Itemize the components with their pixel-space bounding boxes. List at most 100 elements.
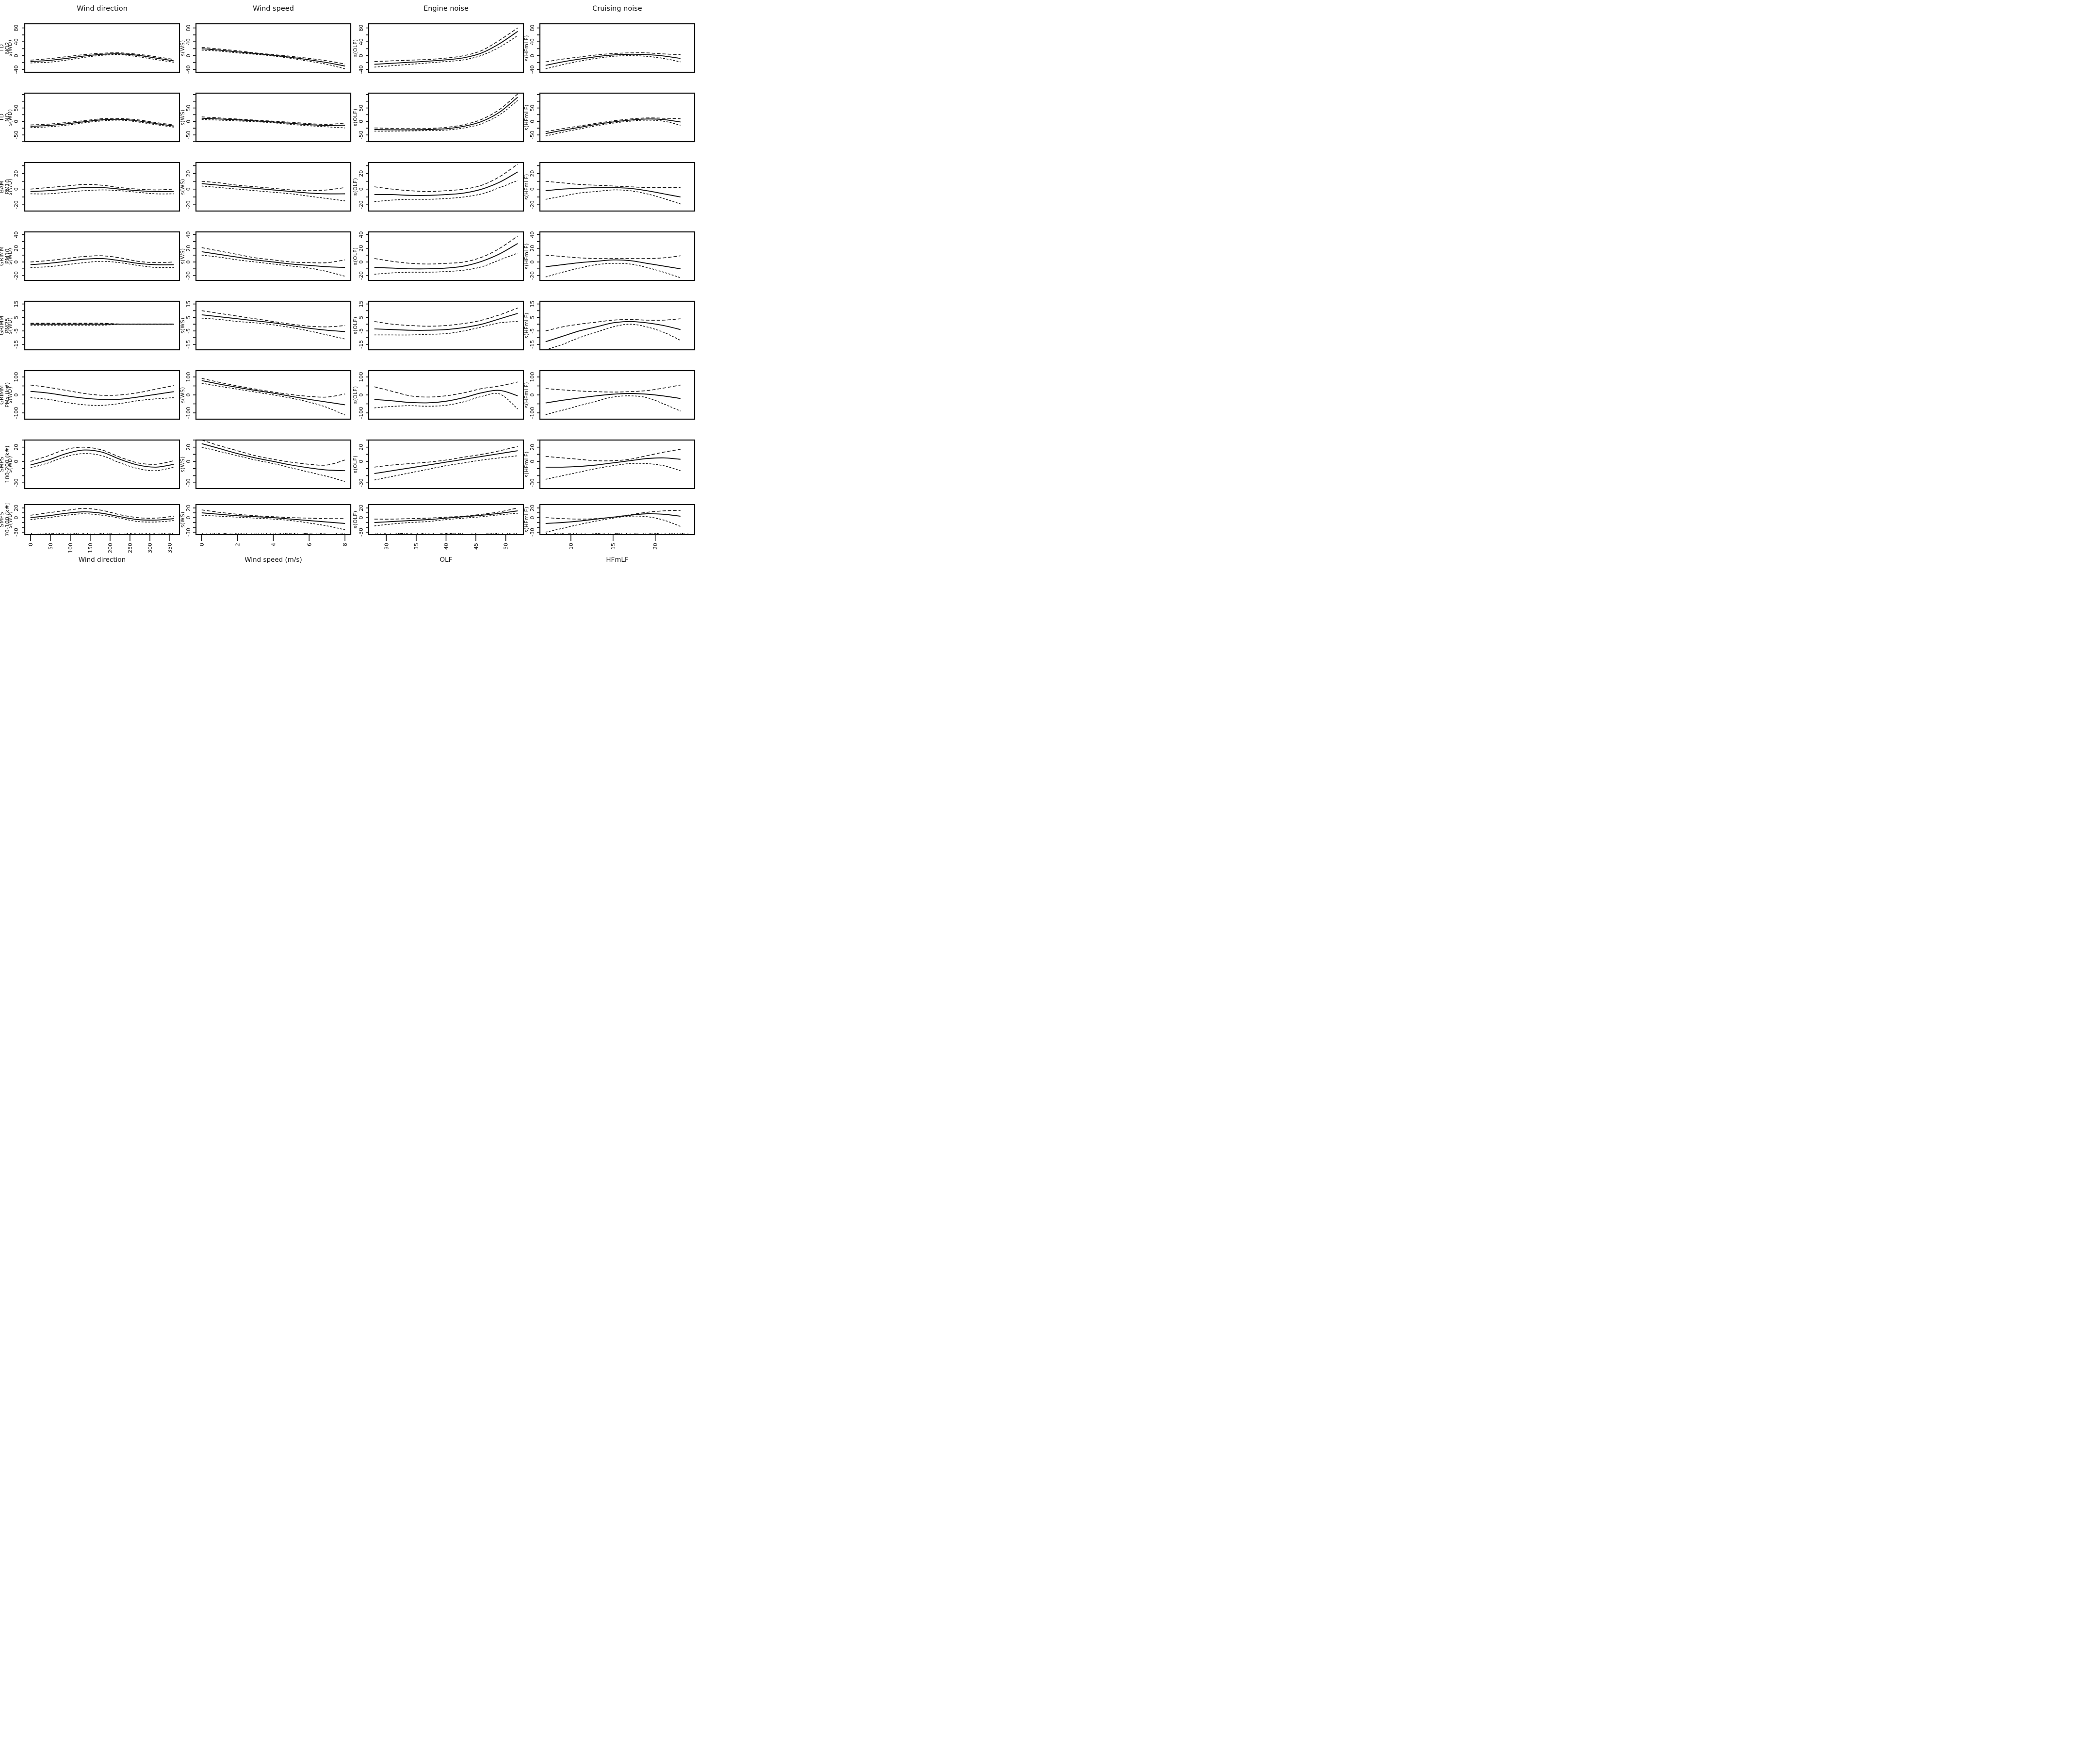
upper-ci-curve <box>374 94 518 130</box>
y-tick-label: 15 <box>13 301 19 308</box>
row-label-line1: SMPS <box>0 512 5 527</box>
y-tick-label: 15 <box>185 301 192 308</box>
y-tick-label: 0 <box>185 393 192 397</box>
y-axis-label: s(OLF) <box>353 317 358 335</box>
y-tick-label: 40 <box>185 231 192 238</box>
y-tick-label: -30 <box>529 528 536 537</box>
row-label-line2: PM10 <box>4 248 11 264</box>
y-axis-label: s(HFmLF) <box>524 506 530 533</box>
x-tick-label: 4 <box>271 543 277 546</box>
lower-ci-curve <box>201 49 345 69</box>
upper-ci-curve <box>545 180 681 188</box>
panel-bam-pm10-olf: -20 0 20 s(OLF) <box>353 162 525 215</box>
y-axis-label: s(OLF) <box>353 386 358 404</box>
y-tick-label: -15 <box>185 340 192 349</box>
y-tick-label: -20 <box>358 200 364 209</box>
upper-ci-curve <box>30 118 174 126</box>
panel-grimm-pmxk-ws: -100 0 100 s(WS) <box>180 370 352 423</box>
x-tick-label: 0 <box>28 543 34 546</box>
panel-border <box>24 370 180 420</box>
x-tick-label: 40 <box>443 543 450 550</box>
x-tick-label: 300 <box>147 543 153 553</box>
y-axis-label: s(WS) <box>180 456 186 472</box>
y-tick-label: 50 <box>185 105 192 112</box>
panel-border <box>24 92 180 143</box>
y-tick-label: -30 <box>13 528 19 537</box>
y-tick-label: -5 <box>358 328 364 334</box>
y-tick-label: 20 <box>529 444 536 451</box>
panel-td-no-hfmlf: -50 0 50 s(HFmLF) <box>524 92 696 146</box>
panel-td-no2-hfmlf: -40 0 40 80 s(HFmLF) <box>524 23 696 76</box>
y-axis-label: s(WS) <box>180 248 186 264</box>
y-tick-label: 5 <box>529 316 536 319</box>
x-tick-label: 150 <box>87 543 94 553</box>
y-axis-label: s(WD) <box>7 109 13 126</box>
panel-smps-100-200k-ws: -30 0 20 s(WS) <box>180 439 352 492</box>
y-tick-label: 5 <box>358 316 364 319</box>
y-tick-label: 0 <box>529 516 536 520</box>
row-label-line1: GRIMM <box>0 316 5 335</box>
upper-ci-curve <box>30 446 174 465</box>
y-tick-label: 20 <box>13 444 19 451</box>
panel-grimm-pm10-ws: -20 0 20 40 s(WS) <box>180 231 352 284</box>
panel-border <box>24 162 180 212</box>
y-tick-label: 20 <box>529 245 536 252</box>
upper-ci-curve <box>201 47 345 65</box>
gam-smooths-figure: Wind direction Wind speed Engine noise C… <box>0 0 699 588</box>
lower-ci-curve <box>545 119 681 137</box>
lower-ci-curve <box>201 119 345 129</box>
y-tick-label: -40 <box>358 65 364 74</box>
y-axis-label: s(HFmLF) <box>524 104 530 131</box>
y-tick-label: -40 <box>529 65 536 74</box>
x-tick-label: 200 <box>107 543 114 553</box>
smooth-mean-curve <box>201 443 345 472</box>
y-tick-label: -15 <box>13 340 19 349</box>
y-axis-label: s(WS) <box>180 511 186 527</box>
y-tick-label: 80 <box>13 25 19 32</box>
panel-smps-100-200k-hfmlf: -30 0 20 s(HFmLF) <box>524 439 696 492</box>
lower-ci-curve <box>30 261 174 268</box>
y-tick-label: -15 <box>529 340 536 349</box>
y-tick-label: 0 <box>529 187 536 191</box>
y-tick-label: 20 <box>358 444 364 451</box>
lower-ci-curve <box>201 515 345 530</box>
y-tick-label: -50 <box>358 131 364 139</box>
y-axis-label: s(HFmLF) <box>524 382 530 408</box>
y-tick-label: -5 <box>529 328 536 334</box>
panel-border <box>539 162 696 212</box>
y-axis-label: s(HFmLF) <box>524 312 530 339</box>
x-tick-label: 6 <box>306 543 312 546</box>
y-axis-label: s(WD) <box>7 317 13 334</box>
smooth-mean-curve <box>30 118 174 127</box>
smooth-mean-curve <box>201 314 345 332</box>
upper-ci-curve <box>374 507 518 520</box>
smooth-mean-curve <box>30 53 174 62</box>
panel-border <box>195 504 352 536</box>
smooth-mean-curve <box>545 53 681 66</box>
y-tick-label: 0 <box>529 393 536 397</box>
y-tick-label: 20 <box>529 505 536 511</box>
panel-border <box>539 92 696 143</box>
upper-ci-curve <box>545 449 681 461</box>
y-tick-label: -5 <box>185 328 192 334</box>
panel-bam-pm10-hfmlf: -20 0 20 s(HFmLF) <box>524 162 696 215</box>
y-tick-label: -50 <box>185 131 192 139</box>
x-tick-label: 30 <box>383 543 390 550</box>
panel-grimm-pm10-wd: -20 0 20 40 s(WD) GRIMM PM10 <box>0 231 181 284</box>
y-tick-label: -20 <box>529 271 536 280</box>
y-axis-label: s(WD) <box>7 248 13 265</box>
lower-ci-curve <box>545 55 681 69</box>
x-tick-label: 50 <box>503 543 509 550</box>
y-tick-label: 50 <box>358 105 364 112</box>
y-tick-label: 20 <box>529 170 536 177</box>
lower-ci-curve <box>374 180 518 202</box>
y-tick-label: 20 <box>358 505 364 511</box>
row-label-line2: 100-200 (k#) <box>4 446 11 483</box>
y-axis-label: s(HFmLF) <box>524 35 530 61</box>
smooth-mean-curve <box>201 117 345 126</box>
panel-border <box>195 162 352 212</box>
upper-ci-curve <box>201 180 345 191</box>
y-tick-label: -40 <box>185 65 192 74</box>
y-tick-label: 15 <box>358 301 364 308</box>
lower-ci-curve <box>374 513 518 526</box>
